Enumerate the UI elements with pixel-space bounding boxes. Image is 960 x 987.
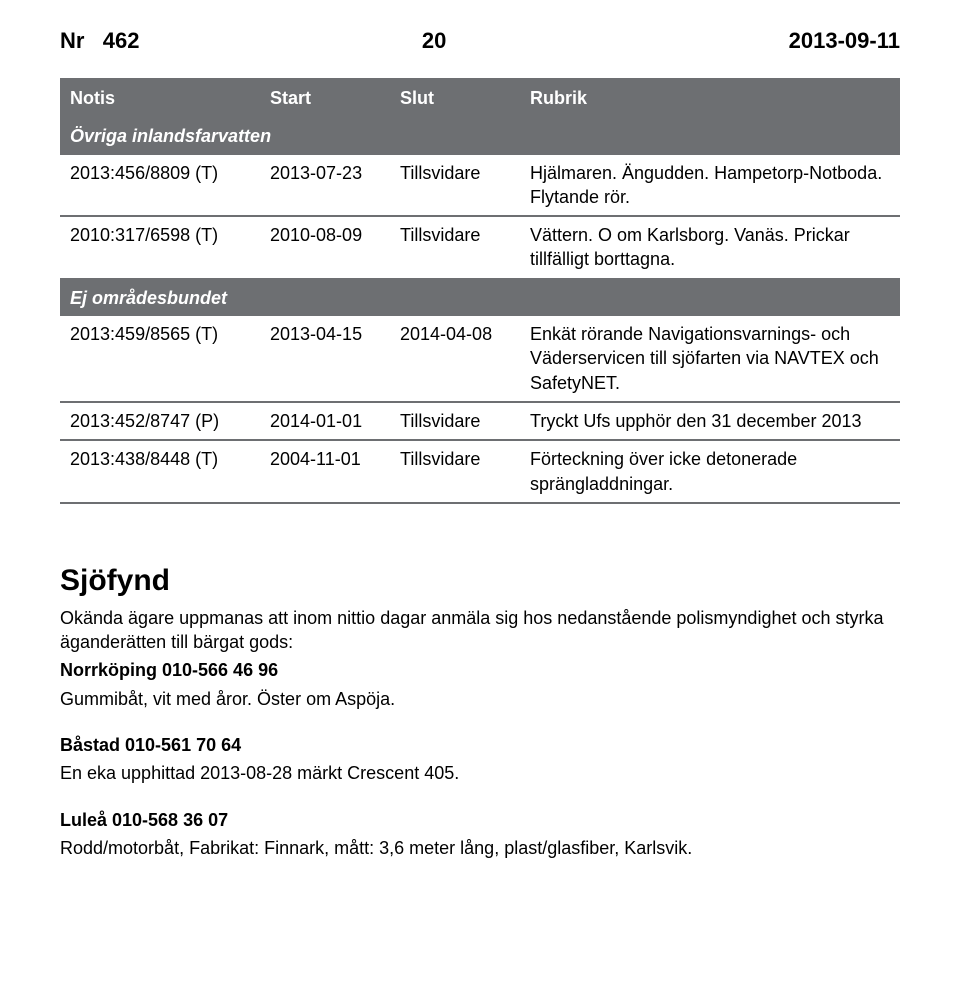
sjofynd-item-title: Båstad 010-561 70 64 (60, 733, 900, 757)
sjofynd-item-body: Rodd/motorbåt, Fabrikat: Finnark, mått: … (60, 836, 900, 860)
table-row: 2013:456/8809 (T) 2013-07-23 Tillsvidare… (60, 155, 900, 217)
cell-start: 2013-04-15 (260, 316, 390, 402)
cell-rubrik: Vättern. O om Karlsborg. Vanäs. Prickar … (520, 216, 900, 279)
cell-start: 2010-08-09 (260, 216, 390, 279)
cell-rubrik: Hjälmaren. Ängudden. Hampetorp-Notboda. … (520, 155, 900, 217)
table-row: 2013:459/8565 (T) 2013-04-15 2014-04-08 … (60, 316, 900, 402)
cell-rubrik: Förteckning över icke detonerade sprängl… (520, 440, 900, 503)
header-left: Nr 462 (60, 28, 140, 54)
sjofynd-item-title: Luleå 010-568 36 07 (60, 808, 900, 832)
table-section-row: Ej områdesbundet (60, 279, 900, 316)
section-title: Ej områdesbundet (60, 279, 900, 316)
sjofynd-item-title-text: Luleå 010-568 36 07 (60, 810, 228, 830)
cell-start: 2004-11-01 (260, 440, 390, 503)
cell-rubrik: Enkät rörande Navigationsvarnings- och V… (520, 316, 900, 402)
cell-notis: 2013:456/8809 (T) (60, 155, 260, 217)
sjofynd-item-title: Norrköping 010-566 46 96 (60, 658, 900, 682)
sjofynd-item-title-text: Båstad 010-561 70 64 (60, 735, 241, 755)
table-row: 2010:317/6598 (T) 2010-08-09 Tillsvidare… (60, 216, 900, 279)
header-left-label: Nr (60, 28, 84, 53)
table-row: 2013:452/8747 (P) 2014-01-01 Tillsvidare… (60, 402, 900, 440)
sjofynd-item: Luleå 010-568 36 07 Rodd/motorbåt, Fabri… (60, 808, 900, 861)
sjofynd-item-body: En eka upphittad 2013-08-28 märkt Cresce… (60, 761, 900, 785)
cell-rubrik: Tryckt Ufs upphör den 31 december 2013 (520, 402, 900, 440)
page-header: Nr 462 20 2013-09-11 (60, 28, 900, 54)
cell-slut: Tillsvidare (390, 216, 520, 279)
table-body: Övriga inlandsfarvatten 2013:456/8809 (T… (60, 118, 900, 503)
table-section-row: Övriga inlandsfarvatten (60, 118, 900, 154)
col-notis: Notis (60, 78, 260, 118)
header-mid: 20 (422, 28, 446, 54)
cell-notis: 2013:459/8565 (T) (60, 316, 260, 402)
cell-notis: 2013:438/8448 (T) (60, 440, 260, 503)
sjofynd-item: Båstad 010-561 70 64 En eka upphittad 20… (60, 733, 900, 786)
table-row: 2013:438/8448 (T) 2004-11-01 Tillsvidare… (60, 440, 900, 503)
table-header-row: Notis Start Slut Rubrik (60, 78, 900, 118)
cell-slut: 2014-04-08 (390, 316, 520, 402)
cell-start: 2014-01-01 (260, 402, 390, 440)
cell-slut: Tillsvidare (390, 402, 520, 440)
notices-table: Notis Start Slut Rubrik Övriga inlandsfa… (60, 78, 900, 504)
page: Nr 462 20 2013-09-11 Notis Start Slut Ru… (0, 0, 960, 987)
col-slut: Slut (390, 78, 520, 118)
header-right: 2013-09-11 (789, 28, 900, 54)
section-title: Övriga inlandsfarvatten (60, 118, 900, 154)
cell-start: 2013-07-23 (260, 155, 390, 217)
sjofynd-item-title-text: Norrköping 010-566 46 96 (60, 660, 278, 680)
col-rubrik: Rubrik (520, 78, 900, 118)
col-start: Start (260, 78, 390, 118)
header-left-value: 462 (103, 28, 140, 53)
sjofynd-item-body: Gummibåt, vit med åror. Öster om Aspöja. (60, 687, 900, 711)
cell-notis: 2013:452/8747 (P) (60, 402, 260, 440)
cell-notis: 2010:317/6598 (T) (60, 216, 260, 279)
cell-slut: Tillsvidare (390, 440, 520, 503)
sjofynd-heading: Sjöfynd (60, 564, 900, 598)
cell-slut: Tillsvidare (390, 155, 520, 217)
sjofynd-intro: Okända ägare uppmanas att inom nittio da… (60, 606, 900, 655)
